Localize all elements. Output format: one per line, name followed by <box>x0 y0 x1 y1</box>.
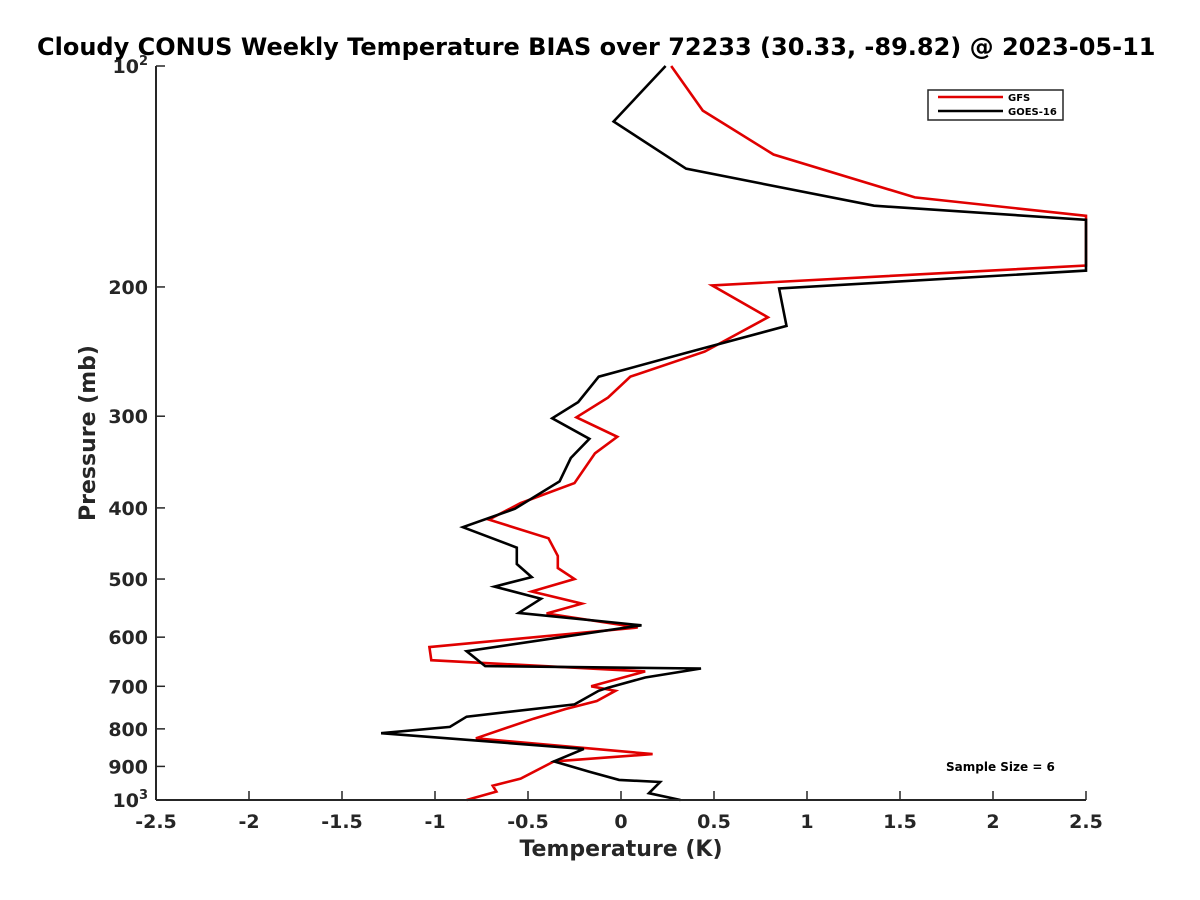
x-tick-label: -1 <box>424 811 445 833</box>
y-tick-label: 400 <box>108 498 148 520</box>
y-axis-label: Pressure (mb) <box>76 345 101 521</box>
y-tick-label: 103 <box>113 788 149 812</box>
y-tick-label: 500 <box>108 569 148 591</box>
x-tick-label: 2.5 <box>1069 811 1103 833</box>
x-tick-label: -2 <box>238 811 259 833</box>
x-tick-label: 0 <box>614 811 627 833</box>
legend-box <box>927 89 1064 121</box>
legend-label-goes16: GOES-16 <box>1008 107 1057 118</box>
y-tick-label: 700 <box>108 676 148 698</box>
legend: GFS GOES-16 <box>927 89 1064 121</box>
x-tick-label: -1.5 <box>321 811 363 833</box>
y-tick-label: 102 <box>113 54 149 78</box>
x-tick-label: 1.5 <box>883 811 917 833</box>
series-line-goes-16 <box>380 65 1088 802</box>
y-tick-label: 200 <box>108 277 148 299</box>
chart-title: Cloudy CONUS Weekly Temperature BIAS ove… <box>37 33 1155 61</box>
x-ticks: -2.5 -2 -1.5 -1 -0.5 0 0.5 1 1.5 2 2.5 <box>135 791 1103 833</box>
x-tick-label: -2.5 <box>135 811 177 833</box>
sample-size-annotation: Sample Size = 6 <box>946 760 1055 774</box>
x-tick-label: -0.5 <box>507 811 549 833</box>
plot-lines <box>380 65 1088 802</box>
x-axis-label: Temperature (K) <box>519 837 722 862</box>
x-tick-label: 1 <box>800 811 813 833</box>
legend-label-gfs: GFS <box>1008 93 1030 104</box>
y-ticks: 102 200 300 400 500 600 700 800 900 103 <box>108 54 165 812</box>
y-tick-label: 300 <box>108 406 148 428</box>
y-tick-label: 800 <box>108 719 148 741</box>
series-line-gfs <box>427 65 1088 802</box>
y-tick-label: 900 <box>108 756 148 778</box>
x-tick-label: 0.5 <box>697 811 731 833</box>
y-tick-label: 600 <box>108 627 148 649</box>
x-tick-label: 2 <box>986 811 999 833</box>
